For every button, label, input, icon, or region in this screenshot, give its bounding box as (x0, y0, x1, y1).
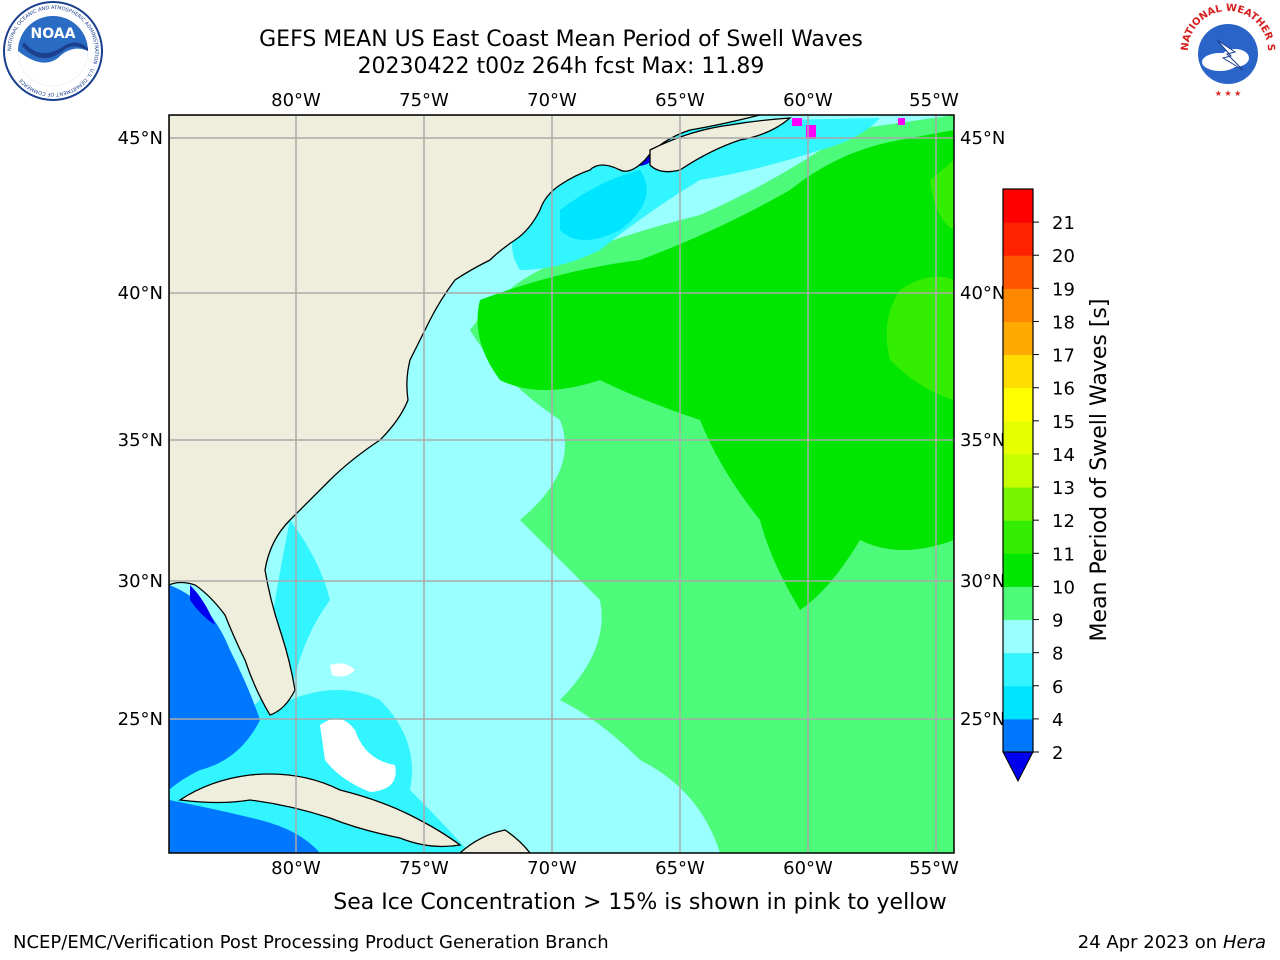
map-subtitle: 20230422 t00z 264h fcst Max: 11.89 (357, 54, 765, 79)
colorbar-label: Mean Period of Swell Waves [s] (1087, 299, 1112, 642)
lat-label-left: 30°N (118, 571, 163, 592)
footer-date: 24 Apr 2023 on Hera (1078, 932, 1266, 953)
sea-ice-note: Sea Ice Concentration > 15% is shown in … (333, 890, 947, 915)
colorbar-tick-label: 9 (1052, 611, 1063, 632)
swell-zone-2-4s-gulf (169, 585, 260, 790)
lat-label-left: 45°N (118, 128, 163, 149)
lat-label-right: 30°N (960, 571, 1005, 592)
colorbar-bin (1003, 487, 1033, 521)
colorbar-tick-label: 18 (1052, 312, 1075, 333)
colorbar-tick-label: 13 (1052, 478, 1075, 499)
lon-label-bottom: 55°W (909, 858, 959, 879)
graticule (169, 115, 954, 853)
lon-label-bottom: 70°W (527, 858, 577, 879)
bahamas-bank-2 (330, 663, 355, 677)
land-nova-scotia (649, 117, 792, 173)
colorbar-bin (1003, 685, 1033, 720)
colorbar-tick-label: 10 (1052, 577, 1075, 598)
lon-label-bottom: 65°W (655, 858, 705, 879)
colorbar-bin (1003, 453, 1033, 488)
colorbar-tick-label: 4 (1052, 710, 1063, 731)
lon-label-bottom: 60°W (783, 858, 833, 879)
colorbar-tick-label: 14 (1052, 445, 1075, 466)
colorbar-tick-label: 2 (1052, 743, 1063, 764)
map-frame (168, 114, 955, 854)
swell-zone-11-12s (886, 276, 954, 400)
colorbar-ticks: 2 4 6 8 9 10 11 12 13 14 15 16 17 18 19 20 21 (1033, 213, 1075, 764)
lat-label-right: 40°N (960, 283, 1005, 304)
colorbar-tick-label: 11 (1052, 544, 1075, 565)
lat-label-right: 25°N (960, 709, 1005, 730)
lon-label-bottom: 75°W (399, 858, 449, 879)
colorbar-tick-label: 20 (1052, 246, 1075, 267)
footer-credit: NCEP/EMC/Verification Post Processing Pr… (13, 932, 609, 953)
colorbar-bin (1003, 387, 1033, 422)
colorbar-tick-label: 17 (1052, 346, 1075, 367)
colorbar-tick-label: 19 (1052, 279, 1075, 300)
colorbar-tick-label: 8 (1052, 644, 1063, 665)
noaa-logo: NATIONAL OCEANIC AND ATMOSPHERIC ADMINIS… (3, 1, 103, 101)
footer-date-text: 24 Apr 2023 on (1077, 932, 1223, 953)
nws-logo: NATIONAL WEATHER SERVICE ★ ★ ★ (1177, 0, 1277, 100)
sea-ice-markers (792, 118, 905, 139)
colorbar-bin (1003, 420, 1033, 455)
lat-label-right: 35°N (960, 430, 1005, 451)
lat-label-left: 35°N (118, 430, 163, 451)
colorbar-bin (1003, 288, 1033, 322)
colorbar-bin (1003, 619, 1033, 654)
colorbar-frame (1002, 188, 1034, 753)
colorbar-tick-label: 15 (1052, 412, 1075, 433)
colorbar-tick-label: 21 (1052, 213, 1075, 234)
colorbar-tick-label: 6 (1052, 677, 1063, 698)
colorbar-bins (1003, 189, 1033, 753)
land-hispaniola (459, 829, 531, 853)
colorbar-bin (1003, 652, 1033, 687)
swell-zone-10-11s (477, 130, 954, 610)
colorbar-bin (1003, 222, 1033, 256)
colorbar-bin (1003, 255, 1033, 289)
bahamas-bank-1 (320, 718, 396, 792)
lon-label-top: 70°W (527, 90, 577, 111)
land-cuba (178, 773, 462, 848)
svg-text:★ ★ ★: ★ ★ ★ (1215, 89, 1242, 98)
lon-label-top: 65°W (655, 90, 705, 111)
lat-label-left: 40°N (118, 283, 163, 304)
colorbar-bin (1003, 321, 1033, 356)
colorbar-tick-label: 16 (1052, 379, 1075, 400)
footer-host: Hera (1222, 932, 1266, 953)
swell-zone-below-2s (190, 585, 215, 625)
colorbar-bin (1003, 520, 1033, 554)
lon-label-top: 80°W (271, 90, 321, 111)
swell-zone-2-4s-caribbean (169, 800, 320, 853)
colorbar-bin (1003, 354, 1033, 389)
colorbar-under-triangle (1002, 751, 1034, 783)
lon-label-top: 75°W (399, 90, 449, 111)
lon-label-top: 60°W (783, 90, 833, 111)
lon-label-top: 55°W (909, 90, 959, 111)
map-title: GEFS MEAN US East Coast Mean Period of S… (259, 27, 863, 52)
colorbar-tick-label: 12 (1052, 511, 1075, 532)
colorbar-bin (1003, 718, 1033, 753)
lon-label-bottom: 80°W (271, 858, 321, 879)
noaa-text: NOAA (31, 26, 76, 42)
land-north-america (169, 115, 761, 716)
colorbar-bin (1003, 586, 1033, 621)
swell-zone-4-6s (560, 170, 647, 240)
lat-label-right: 45°N (960, 128, 1005, 149)
colorbar-bin (1003, 553, 1033, 587)
lat-label-left: 25°N (118, 709, 163, 730)
colorbar-bin (1003, 189, 1033, 223)
